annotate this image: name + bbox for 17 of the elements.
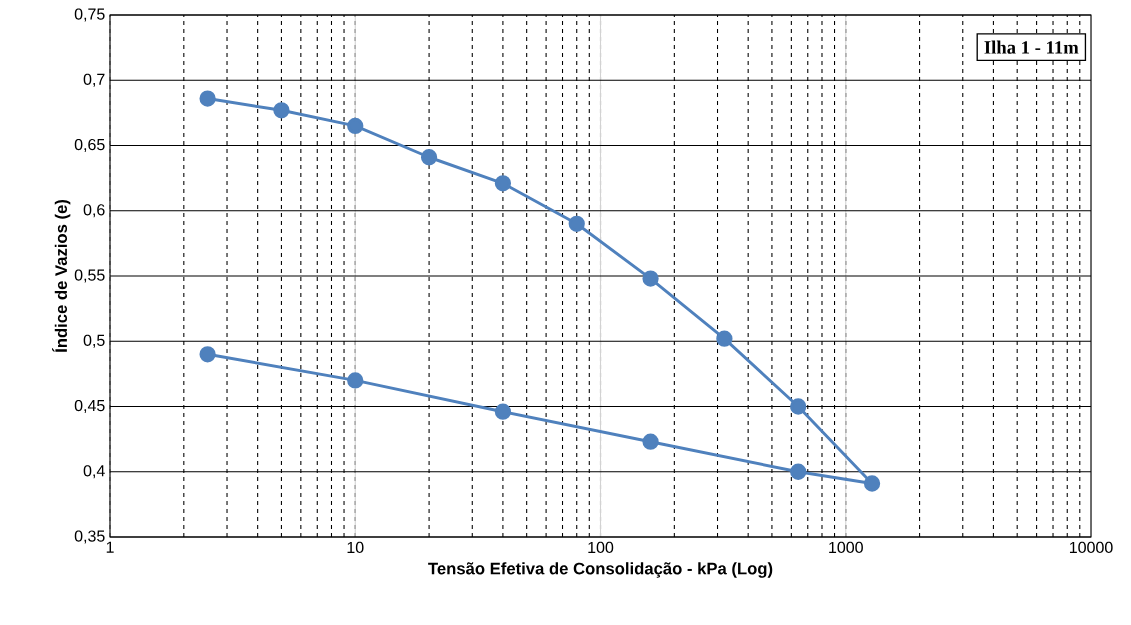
x-tick-label: 100 xyxy=(588,541,614,554)
y-tick-label: 0,45 xyxy=(74,399,105,414)
x-tick-label: 10 xyxy=(347,541,364,554)
y-axis-title: Índice de Vazios (e) xyxy=(52,199,71,353)
annotation: Ilha 1 - 11m xyxy=(984,40,1079,54)
y-tick-label: 0,5 xyxy=(83,334,105,348)
y-tick-label: 0,55 xyxy=(74,269,105,283)
x-tick-label: 10000 xyxy=(1069,541,1113,554)
y-tick-label: 0,6 xyxy=(83,204,105,218)
x-tick-label: 1000 xyxy=(829,541,863,554)
y-tick-label: 0,4 xyxy=(83,465,105,479)
y-tick-label: 0,7 xyxy=(83,73,105,87)
x-tick-label: 1 xyxy=(106,541,114,553)
y-tick-label: 0,75 xyxy=(74,8,105,22)
x-axis-title: Tensão Efetiva de Consolidação - kPa (Log) xyxy=(428,562,773,578)
y-tick-label: 0,65 xyxy=(74,138,105,153)
y-tick-label: 0,35 xyxy=(74,530,105,544)
